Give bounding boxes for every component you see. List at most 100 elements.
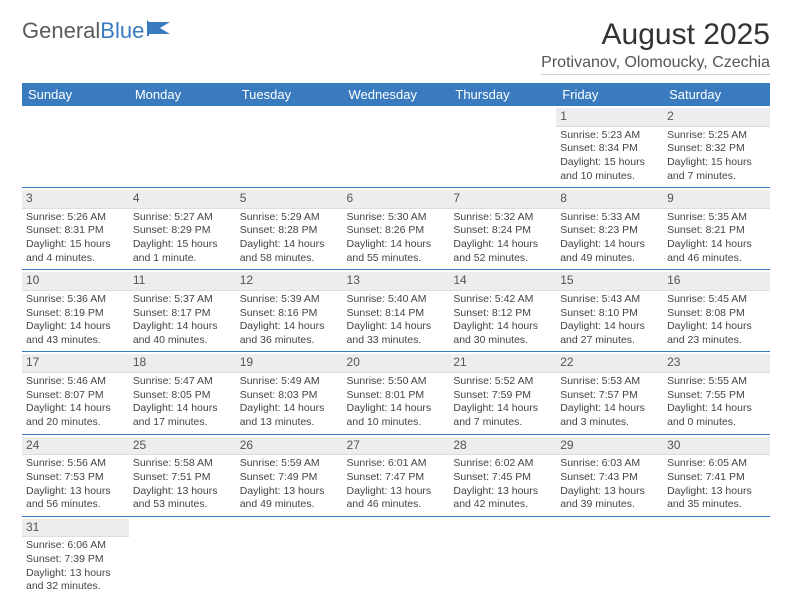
daylight-text: Daylight: 14 hours and 17 minutes. <box>133 402 232 429</box>
calendar-cell: 12Sunrise: 5:39 AMSunset: 8:16 PMDayligh… <box>236 270 343 352</box>
daylight-text: Daylight: 14 hours and 55 minutes. <box>347 238 446 265</box>
daylight-text: Daylight: 14 hours and 52 minutes. <box>453 238 552 265</box>
sunset-text: Sunset: 8:19 PM <box>26 307 125 321</box>
daylight-text: Daylight: 14 hours and 13 minutes. <box>240 402 339 429</box>
sunrise-text: Sunrise: 5:53 AM <box>560 375 659 389</box>
weekday-header: Monday <box>129 83 236 106</box>
day-number: 12 <box>236 272 343 291</box>
calendar-grid: SundayMondayTuesdayWednesdayThursdayFrid… <box>22 83 770 598</box>
sunrise-text: Sunrise: 6:05 AM <box>667 457 766 471</box>
sunset-text: Sunset: 8:32 PM <box>667 142 766 156</box>
day-number: 24 <box>22 437 129 456</box>
calendar-cell: 27Sunrise: 6:01 AMSunset: 7:47 PMDayligh… <box>343 434 450 516</box>
day-number: 22 <box>556 354 663 373</box>
day-number: 10 <box>22 272 129 291</box>
day-number: 5 <box>236 190 343 209</box>
logo: GeneralBlue <box>22 18 172 44</box>
sunrise-text: Sunrise: 5:29 AM <box>240 211 339 225</box>
day-number: 30 <box>663 437 770 456</box>
sunrise-text: Sunrise: 5:27 AM <box>133 211 232 225</box>
calendar-cell <box>449 106 556 188</box>
daylight-text: Daylight: 14 hours and 3 minutes. <box>560 402 659 429</box>
sunrise-text: Sunrise: 5:52 AM <box>453 375 552 389</box>
sunset-text: Sunset: 7:43 PM <box>560 471 659 485</box>
calendar-cell: 5Sunrise: 5:29 AMSunset: 8:28 PMDaylight… <box>236 188 343 270</box>
day-number: 29 <box>556 437 663 456</box>
sunset-text: Sunset: 7:59 PM <box>453 389 552 403</box>
sunrise-text: Sunrise: 6:02 AM <box>453 457 552 471</box>
day-number: 31 <box>22 519 129 538</box>
day-number: 25 <box>129 437 236 456</box>
calendar-cell <box>343 516 450 598</box>
calendar-cell: 26Sunrise: 5:59 AMSunset: 7:49 PMDayligh… <box>236 434 343 516</box>
sunset-text: Sunset: 8:03 PM <box>240 389 339 403</box>
logo-text-1: General <box>22 18 100 44</box>
day-number: 17 <box>22 354 129 373</box>
calendar-cell: 21Sunrise: 5:52 AMSunset: 7:59 PMDayligh… <box>449 352 556 434</box>
sunrise-text: Sunrise: 6:03 AM <box>560 457 659 471</box>
day-number: 1 <box>556 108 663 127</box>
calendar-cell <box>236 106 343 188</box>
calendar-cell: 10Sunrise: 5:36 AMSunset: 8:19 PMDayligh… <box>22 270 129 352</box>
calendar-cell: 28Sunrise: 6:02 AMSunset: 7:45 PMDayligh… <box>449 434 556 516</box>
calendar-cell <box>22 106 129 188</box>
sunset-text: Sunset: 8:12 PM <box>453 307 552 321</box>
location: Protivanov, Olomoucky, Czechia <box>541 54 770 75</box>
sunset-text: Sunset: 7:51 PM <box>133 471 232 485</box>
sunrise-text: Sunrise: 5:33 AM <box>560 211 659 225</box>
daylight-text: Daylight: 14 hours and 7 minutes. <box>453 402 552 429</box>
day-number: 4 <box>129 190 236 209</box>
day-number: 13 <box>343 272 450 291</box>
calendar-cell <box>449 516 556 598</box>
sunrise-text: Sunrise: 5:23 AM <box>560 129 659 143</box>
sunset-text: Sunset: 8:23 PM <box>560 224 659 238</box>
day-number: 2 <box>663 108 770 127</box>
calendar-cell <box>556 516 663 598</box>
weekday-header: Thursday <box>449 83 556 106</box>
weekday-header: Sunday <box>22 83 129 106</box>
daylight-text: Daylight: 14 hours and 0 minutes. <box>667 402 766 429</box>
sunset-text: Sunset: 7:49 PM <box>240 471 339 485</box>
calendar-cell: 25Sunrise: 5:58 AMSunset: 7:51 PMDayligh… <box>129 434 236 516</box>
day-number: 3 <box>22 190 129 209</box>
sunset-text: Sunset: 7:57 PM <box>560 389 659 403</box>
sunrise-text: Sunrise: 5:39 AM <box>240 293 339 307</box>
month-title: August 2025 <box>541 18 770 52</box>
calendar-cell: 15Sunrise: 5:43 AMSunset: 8:10 PMDayligh… <box>556 270 663 352</box>
sunrise-text: Sunrise: 5:26 AM <box>26 211 125 225</box>
sunset-text: Sunset: 7:41 PM <box>667 471 766 485</box>
daylight-text: Daylight: 13 hours and 49 minutes. <box>240 485 339 512</box>
calendar-cell: 2Sunrise: 5:25 AMSunset: 8:32 PMDaylight… <box>663 106 770 188</box>
daylight-text: Daylight: 15 hours and 4 minutes. <box>26 238 125 265</box>
sunrise-text: Sunrise: 5:50 AM <box>347 375 446 389</box>
daylight-text: Daylight: 13 hours and 35 minutes. <box>667 485 766 512</box>
calendar-cell <box>129 106 236 188</box>
sunset-text: Sunset: 7:55 PM <box>667 389 766 403</box>
sunset-text: Sunset: 8:05 PM <box>133 389 232 403</box>
calendar-cell: 1Sunrise: 5:23 AMSunset: 8:34 PMDaylight… <box>556 106 663 188</box>
daylight-text: Daylight: 15 hours and 7 minutes. <box>667 156 766 183</box>
calendar-cell: 6Sunrise: 5:30 AMSunset: 8:26 PMDaylight… <box>343 188 450 270</box>
daylight-text: Daylight: 14 hours and 46 minutes. <box>667 238 766 265</box>
daylight-text: Daylight: 13 hours and 56 minutes. <box>26 485 125 512</box>
calendar-cell <box>343 106 450 188</box>
calendar-cell: 16Sunrise: 5:45 AMSunset: 8:08 PMDayligh… <box>663 270 770 352</box>
calendar-cell: 24Sunrise: 5:56 AMSunset: 7:53 PMDayligh… <box>22 434 129 516</box>
daylight-text: Daylight: 13 hours and 39 minutes. <box>560 485 659 512</box>
calendar-cell: 18Sunrise: 5:47 AMSunset: 8:05 PMDayligh… <box>129 352 236 434</box>
sunset-text: Sunset: 8:14 PM <box>347 307 446 321</box>
calendar-cell: 4Sunrise: 5:27 AMSunset: 8:29 PMDaylight… <box>129 188 236 270</box>
day-number: 26 <box>236 437 343 456</box>
day-number: 18 <box>129 354 236 373</box>
calendar-cell: 9Sunrise: 5:35 AMSunset: 8:21 PMDaylight… <box>663 188 770 270</box>
sunset-text: Sunset: 8:17 PM <box>133 307 232 321</box>
calendar-cell: 8Sunrise: 5:33 AMSunset: 8:23 PMDaylight… <box>556 188 663 270</box>
sunset-text: Sunset: 8:31 PM <box>26 224 125 238</box>
sunset-text: Sunset: 7:39 PM <box>26 553 125 567</box>
day-number: 15 <box>556 272 663 291</box>
weekday-header: Wednesday <box>343 83 450 106</box>
calendar-cell: 13Sunrise: 5:40 AMSunset: 8:14 PMDayligh… <box>343 270 450 352</box>
calendar-cell: 11Sunrise: 5:37 AMSunset: 8:17 PMDayligh… <box>129 270 236 352</box>
sunset-text: Sunset: 8:07 PM <box>26 389 125 403</box>
sunrise-text: Sunrise: 6:06 AM <box>26 539 125 553</box>
